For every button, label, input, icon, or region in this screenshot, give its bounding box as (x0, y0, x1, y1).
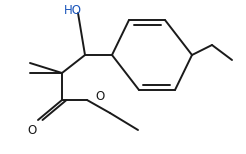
Text: O: O (95, 89, 105, 103)
Text: O: O (27, 124, 37, 136)
Text: HO: HO (64, 4, 82, 16)
